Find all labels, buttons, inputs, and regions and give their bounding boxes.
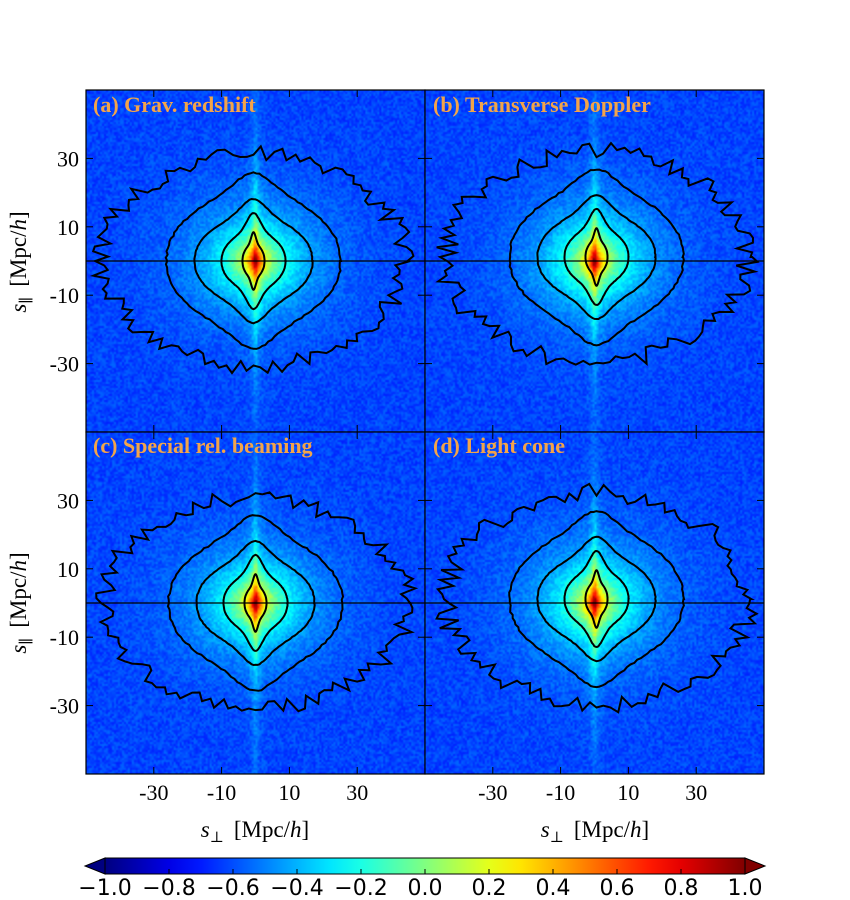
panel-d-contour <box>508 510 686 689</box>
colorbar-tick-label: −0.6 <box>206 876 259 900</box>
y-tick-label: -10 <box>50 283 79 308</box>
panel-a-contour <box>220 212 287 311</box>
panel-b-contour <box>508 168 685 347</box>
y-axis-label-bottom: s∥ [Mpc/h] <box>6 552 35 653</box>
panel-a-contour <box>164 171 343 350</box>
y-tick-label: -10 <box>50 625 79 650</box>
svg-text:s∥[Mpc/h]: s∥ [Mpc/h] <box>6 211 35 312</box>
xlabel-unit-italic: h <box>290 817 302 842</box>
panel-a-title: (a) Grav. redshift <box>93 92 256 117</box>
panel-b-title: (b) Transverse Doppler <box>433 92 651 117</box>
x-tick-label: 30 <box>685 780 707 805</box>
x-axis-label-right: s⊥ [Mpc/h] <box>541 817 649 846</box>
panel-d-contour <box>435 482 759 714</box>
ylabel-symbol: s <box>6 645 31 654</box>
ylabel-subscript: ∥ <box>18 638 35 645</box>
panel-b-contour <box>435 141 760 366</box>
colorbar-tick-label: 1.0 <box>728 876 763 900</box>
panel-d-title: (d) Light cone <box>433 433 565 458</box>
panel-d-frame <box>424 431 765 775</box>
y-axis-label-top: s∥ [Mpc/h] <box>6 211 35 312</box>
ylabel-unit-italic: h <box>6 560 31 572</box>
ylabel-unit-italic: h <box>6 219 31 231</box>
y-tick-label: -30 <box>50 694 79 719</box>
colorbar-tick-label: 0.4 <box>536 876 571 900</box>
panel-b-contour <box>563 207 630 306</box>
y-tick-label: 10 <box>57 215 79 240</box>
panel-a-contour <box>89 144 415 375</box>
panel-c-contour <box>195 539 316 667</box>
xlabel-subscript: ⊥ <box>210 830 224 846</box>
panel-c-contour <box>222 553 289 652</box>
y-tick-label: -30 <box>50 352 79 377</box>
x-tick-label: -10 <box>546 780 575 805</box>
panel-b <box>424 89 765 433</box>
xlabel-unit-close: ] <box>642 817 650 842</box>
panel-d-contour <box>563 549 630 649</box>
ylabel-unit-close: ] <box>6 211 31 219</box>
panel-a <box>85 89 426 433</box>
panel-b-contour <box>584 227 609 287</box>
svg-text:s∥[Mpc/h]: s∥ [Mpc/h] <box>6 552 35 653</box>
ylabel-unit-open: [Mpc/ <box>6 571 31 628</box>
colorbar-tick-label: −0.2 <box>334 876 387 900</box>
y-tick-label: 10 <box>57 557 79 582</box>
panel-d-contour <box>536 535 657 663</box>
ylabel-unit-close: ] <box>6 552 31 560</box>
xlabel-unit-open: [Mpc/ <box>234 817 291 842</box>
ylabel-subscript: ∥ <box>18 297 35 304</box>
colorbar: −1.0 −0.8 −0.6 −0.4 −0.2 0.0 0.2 0.4 0.6 0.8 1.0 <box>78 857 767 900</box>
xlabel-unit-italic: h <box>630 817 642 842</box>
panel-d <box>424 431 765 775</box>
colorbar-tick-label: −0.4 <box>270 876 323 900</box>
x-tick-label: -10 <box>207 780 236 805</box>
x-tick-label: -30 <box>139 780 168 805</box>
colorbar-tick-label: 0.2 <box>472 876 507 900</box>
colorbar-tick-label: −1.0 <box>78 876 131 900</box>
x-tick-label: 10 <box>278 780 300 805</box>
xlabel-subscript: ⊥ <box>550 830 564 846</box>
xlabel-symbol: s <box>541 817 550 842</box>
y-tick-label: 30 <box>57 488 79 513</box>
panel-c <box>85 431 426 775</box>
colorbar-tick-label: −0.8 <box>142 876 195 900</box>
ticks-layer: 30 10 -10 -30 30 10 -10 -30 -30 -10 10 30 -30 -10 10 30 <box>50 146 708 805</box>
panels-layer <box>85 89 765 775</box>
xlabel-symbol: s <box>201 817 210 842</box>
ylabel-symbol: s <box>6 304 31 313</box>
panel-a-contour <box>193 197 314 325</box>
colorbar-tick-label: 0.0 <box>408 876 443 900</box>
colorbar-extend-low <box>83 857 106 875</box>
panel-d-contour <box>584 569 609 629</box>
colorbar-gradient <box>105 858 745 874</box>
x-tick-label: 30 <box>346 780 368 805</box>
colorbar-tick-label: 0.8 <box>664 876 699 900</box>
x-tick-label: -30 <box>478 780 507 805</box>
ylabel-unit-open: [Mpc/ <box>6 230 31 287</box>
y-tick-label: 30 <box>57 146 79 171</box>
xlabel-unit-close: ] <box>302 817 310 842</box>
panel-c-contour <box>95 491 419 713</box>
x-axis-label-left: s⊥ [Mpc/h] <box>201 817 309 846</box>
x-tick-label: 10 <box>617 780 639 805</box>
panel-b-contour <box>536 194 657 320</box>
xlabel-unit-open: [Mpc/ <box>574 817 631 842</box>
colorbar-tick-label: 0.6 <box>600 876 635 900</box>
panel-c-title: (c) Special rel. beaming <box>93 433 313 458</box>
colorbar-extend-high <box>744 857 767 875</box>
